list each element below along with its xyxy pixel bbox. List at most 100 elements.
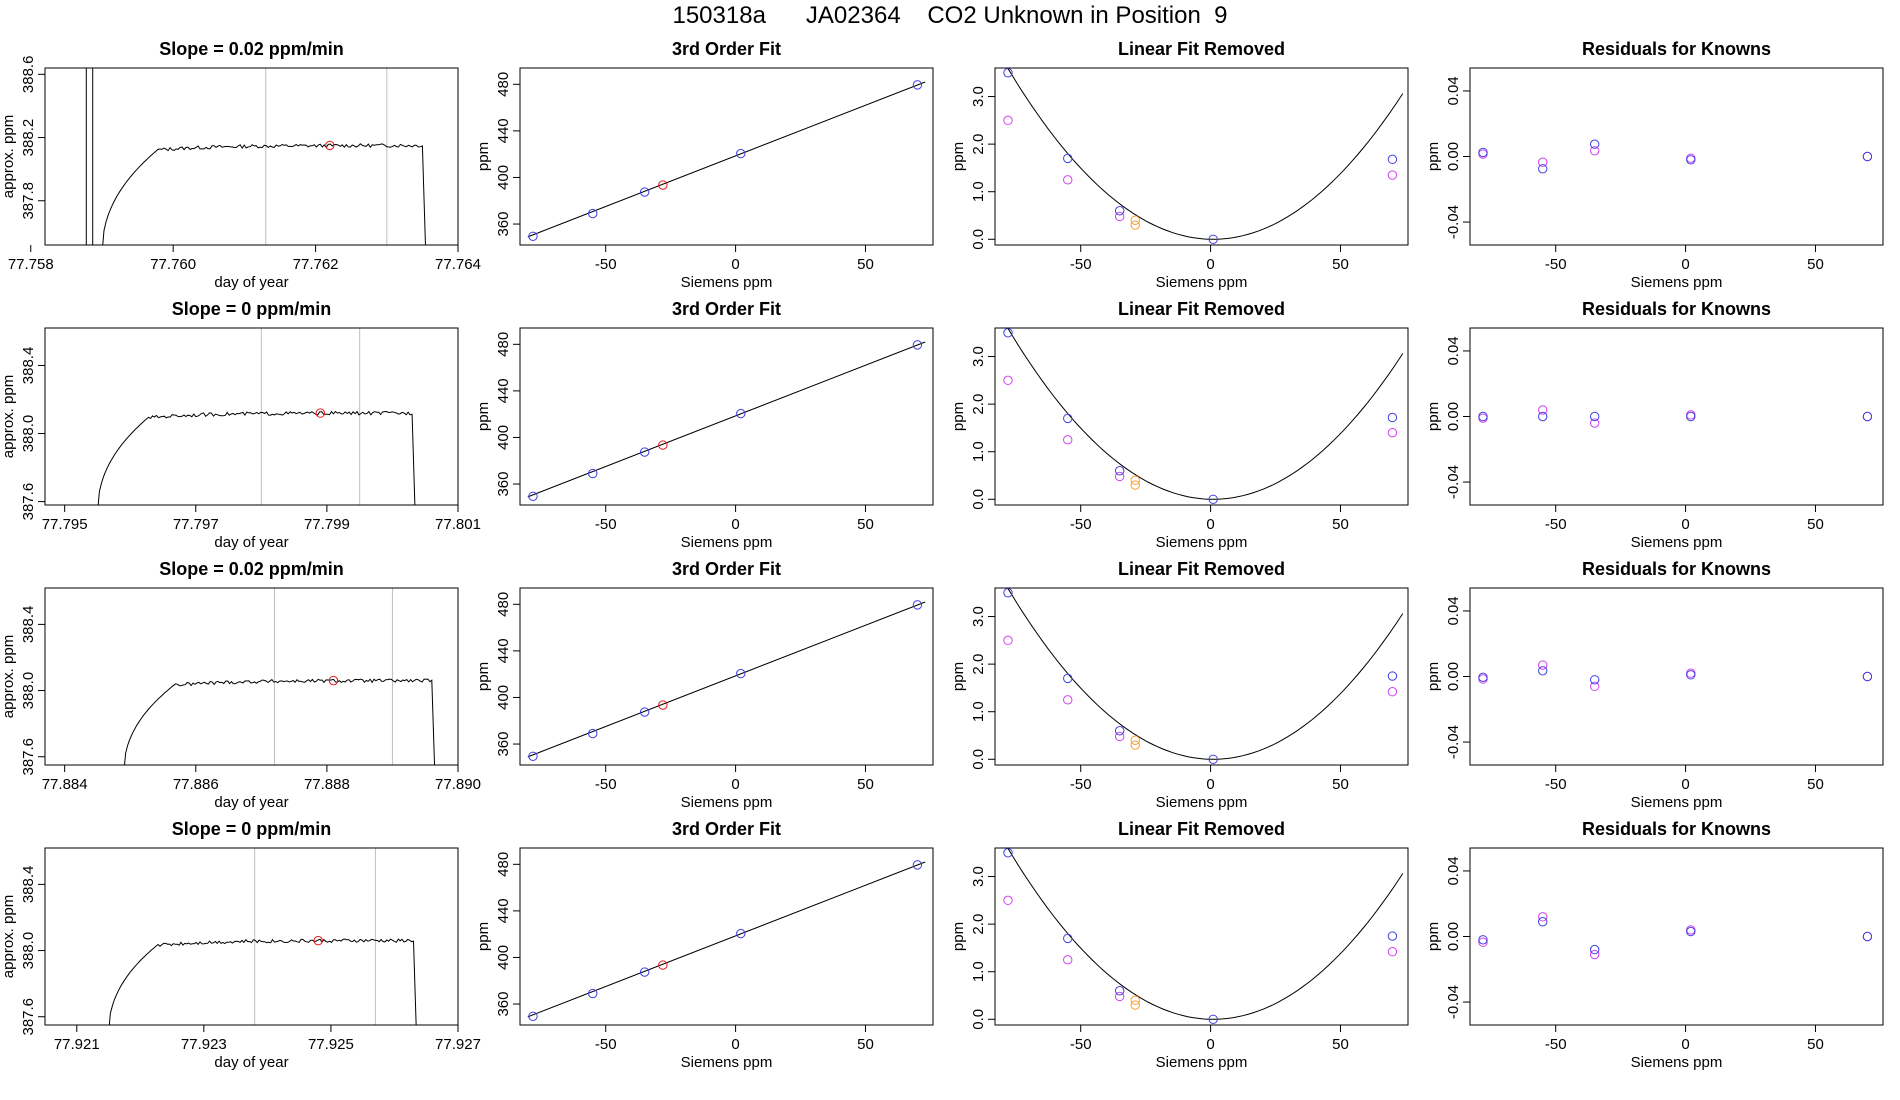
y-tick-label: 360: [495, 472, 512, 497]
x-axis-label: Siemens ppm: [1156, 274, 1248, 291]
fit-curve: [1007, 68, 1404, 240]
violet-point: [1063, 695, 1073, 705]
x-tick-label: 0: [1681, 776, 1689, 793]
x-axis-label: Siemens ppm: [1156, 1054, 1248, 1071]
standard-point: [1063, 153, 1073, 164]
standard-point: [1538, 411, 1548, 422]
chart-title: Residuals for Knowns: [1582, 819, 1771, 839]
y-tick-label: 2.0: [970, 394, 987, 415]
violet-point: [1538, 405, 1548, 415]
x-tick-label: 50: [1332, 256, 1349, 273]
x-tick-label: 0: [1206, 256, 1214, 273]
violet-point: [1589, 146, 1600, 156]
chart-title: Slope = 0 ppm/min: [172, 299, 332, 319]
x-axis-label: Siemens ppm: [681, 794, 773, 811]
standard-point: [639, 967, 650, 977]
y-axis-label: ppm: [475, 922, 492, 951]
y-tick-label: 388.0: [20, 672, 37, 710]
x-tick-label: 0: [1206, 1036, 1214, 1053]
y-axis-label: approx. ppm: [0, 635, 17, 718]
violet-point: [1003, 115, 1013, 126]
violet-point: [1589, 681, 1600, 692]
chart-title: 3rd Order Fit: [672, 299, 781, 319]
standard-point: [1686, 411, 1696, 422]
fit-curve: [1007, 328, 1404, 500]
y-tick-label: 388.4: [20, 347, 37, 385]
y-tick-label: 480: [495, 592, 512, 617]
x-tick-label: 77.795: [42, 516, 88, 533]
standard-point: [1686, 926, 1696, 937]
x-tick-label: 77.764: [435, 256, 481, 273]
y-tick-label: 480: [495, 72, 512, 97]
x-tick-label: 77.927: [435, 1036, 481, 1053]
standard-point: [1208, 494, 1218, 504]
x-axis-label: day of year: [214, 794, 288, 811]
x-tick-label: -50: [1545, 776, 1567, 793]
chart-panel-r1-c2: 3rd Order Fit -50 0 50 360 400 440 480 Siemens p…: [475, 39, 950, 300]
y-axis-label: approx. ppm: [0, 375, 17, 458]
plot-frame: [1469, 847, 1884, 1026]
y-tick-label: 360: [495, 732, 512, 757]
chart-panel-r2-c3: Linear Fit Removed -50 0 50 0.0 1.0 2.0 3.0 Siem…: [950, 299, 1425, 560]
y-tick-label: 360: [495, 992, 512, 1017]
fit-line: [527, 81, 926, 238]
measurement-point: [313, 935, 323, 946]
x-axis-label: day of year: [214, 1054, 288, 1071]
y-tick-label: 1.0: [970, 181, 987, 202]
y-tick-label: 387.6: [20, 483, 37, 521]
y-axis-label: ppm: [950, 402, 967, 431]
x-tick-label: -50: [595, 776, 617, 793]
x-tick-label: 0: [1206, 776, 1214, 793]
y-tick-label: 0.0: [970, 749, 987, 770]
measurement-point: [315, 408, 326, 418]
chart-title: Linear Fit Removed: [1118, 559, 1285, 579]
x-tick-label: -50: [595, 1036, 617, 1053]
chart-title: Residuals for Knowns: [1582, 39, 1771, 59]
x-tick-label: 77.888: [304, 776, 350, 793]
page-title: 150318a JA02364 CO2 Unknown in Position …: [672, 2, 1228, 29]
fit-line: [527, 601, 926, 758]
y-tick-label: 3.0: [970, 346, 987, 367]
chart-title: Linear Fit Removed: [1118, 819, 1285, 839]
standard-point: [736, 148, 746, 159]
x-tick-label: 0: [731, 256, 739, 273]
y-tick-label: 3.0: [970, 866, 987, 887]
violet-point: [1114, 471, 1125, 482]
plot-area: [1003, 588, 1404, 764]
chart-title: Slope = 0.02 ppm/min: [159, 39, 344, 59]
y-tick-label: 0.0: [970, 229, 987, 250]
violet-point: [1387, 427, 1398, 438]
standard-point: [1387, 412, 1398, 423]
chart-svg: Linear Fit Removed -50 0 50 0.0 1.0 2.0 3.0 Siem…: [950, 39, 1409, 291]
chart-panel-r4-c3: Linear Fit Removed -50 0 50 0.0 1.0 2.0 3.0 Siem…: [950, 819, 1425, 1080]
x-axis-label: Siemens ppm: [1156, 534, 1248, 551]
x-tick-label: 77.884: [42, 776, 88, 793]
y-axis-label: ppm: [950, 662, 967, 691]
y-tick-label: 360: [495, 212, 512, 237]
x-axis-label: day of year: [214, 274, 288, 291]
y-tick-label: 388.0: [20, 415, 37, 453]
x-tick-label: 77.925: [308, 1036, 354, 1053]
chart-panel-r4-c4: Residuals for Knowns -50 0 50 -0.04 0.00 0.04 S…: [1425, 819, 1900, 1080]
violet-point: [1589, 949, 1600, 960]
orange-point: [1130, 475, 1140, 485]
plot-area: [1003, 328, 1404, 504]
x-tick-label: 77.760: [150, 256, 196, 273]
plot-area: [527, 80, 926, 241]
x-tick-label: 0: [731, 1036, 739, 1053]
standard-point: [1589, 675, 1600, 685]
x-tick-label: 77.799: [304, 516, 350, 533]
chart-title: Residuals for Knowns: [1582, 299, 1771, 319]
standard-point: [639, 707, 650, 717]
x-tick-label: 50: [857, 256, 874, 273]
plot-area: [527, 860, 926, 1021]
plot-area: [85, 68, 426, 245]
x-tick-label: 0: [1206, 516, 1214, 533]
x-tick-label: 50: [1807, 256, 1824, 273]
standard-point: [1387, 931, 1398, 941]
chart-svg: Residuals for Knowns -50 0 50 -0.04 0.00 0.04 S…: [1425, 39, 1884, 291]
standard-point: [736, 928, 746, 939]
plot-frame: [1469, 327, 1884, 506]
standard-point: [1862, 931, 1873, 942]
unknown-point: [658, 440, 668, 450]
